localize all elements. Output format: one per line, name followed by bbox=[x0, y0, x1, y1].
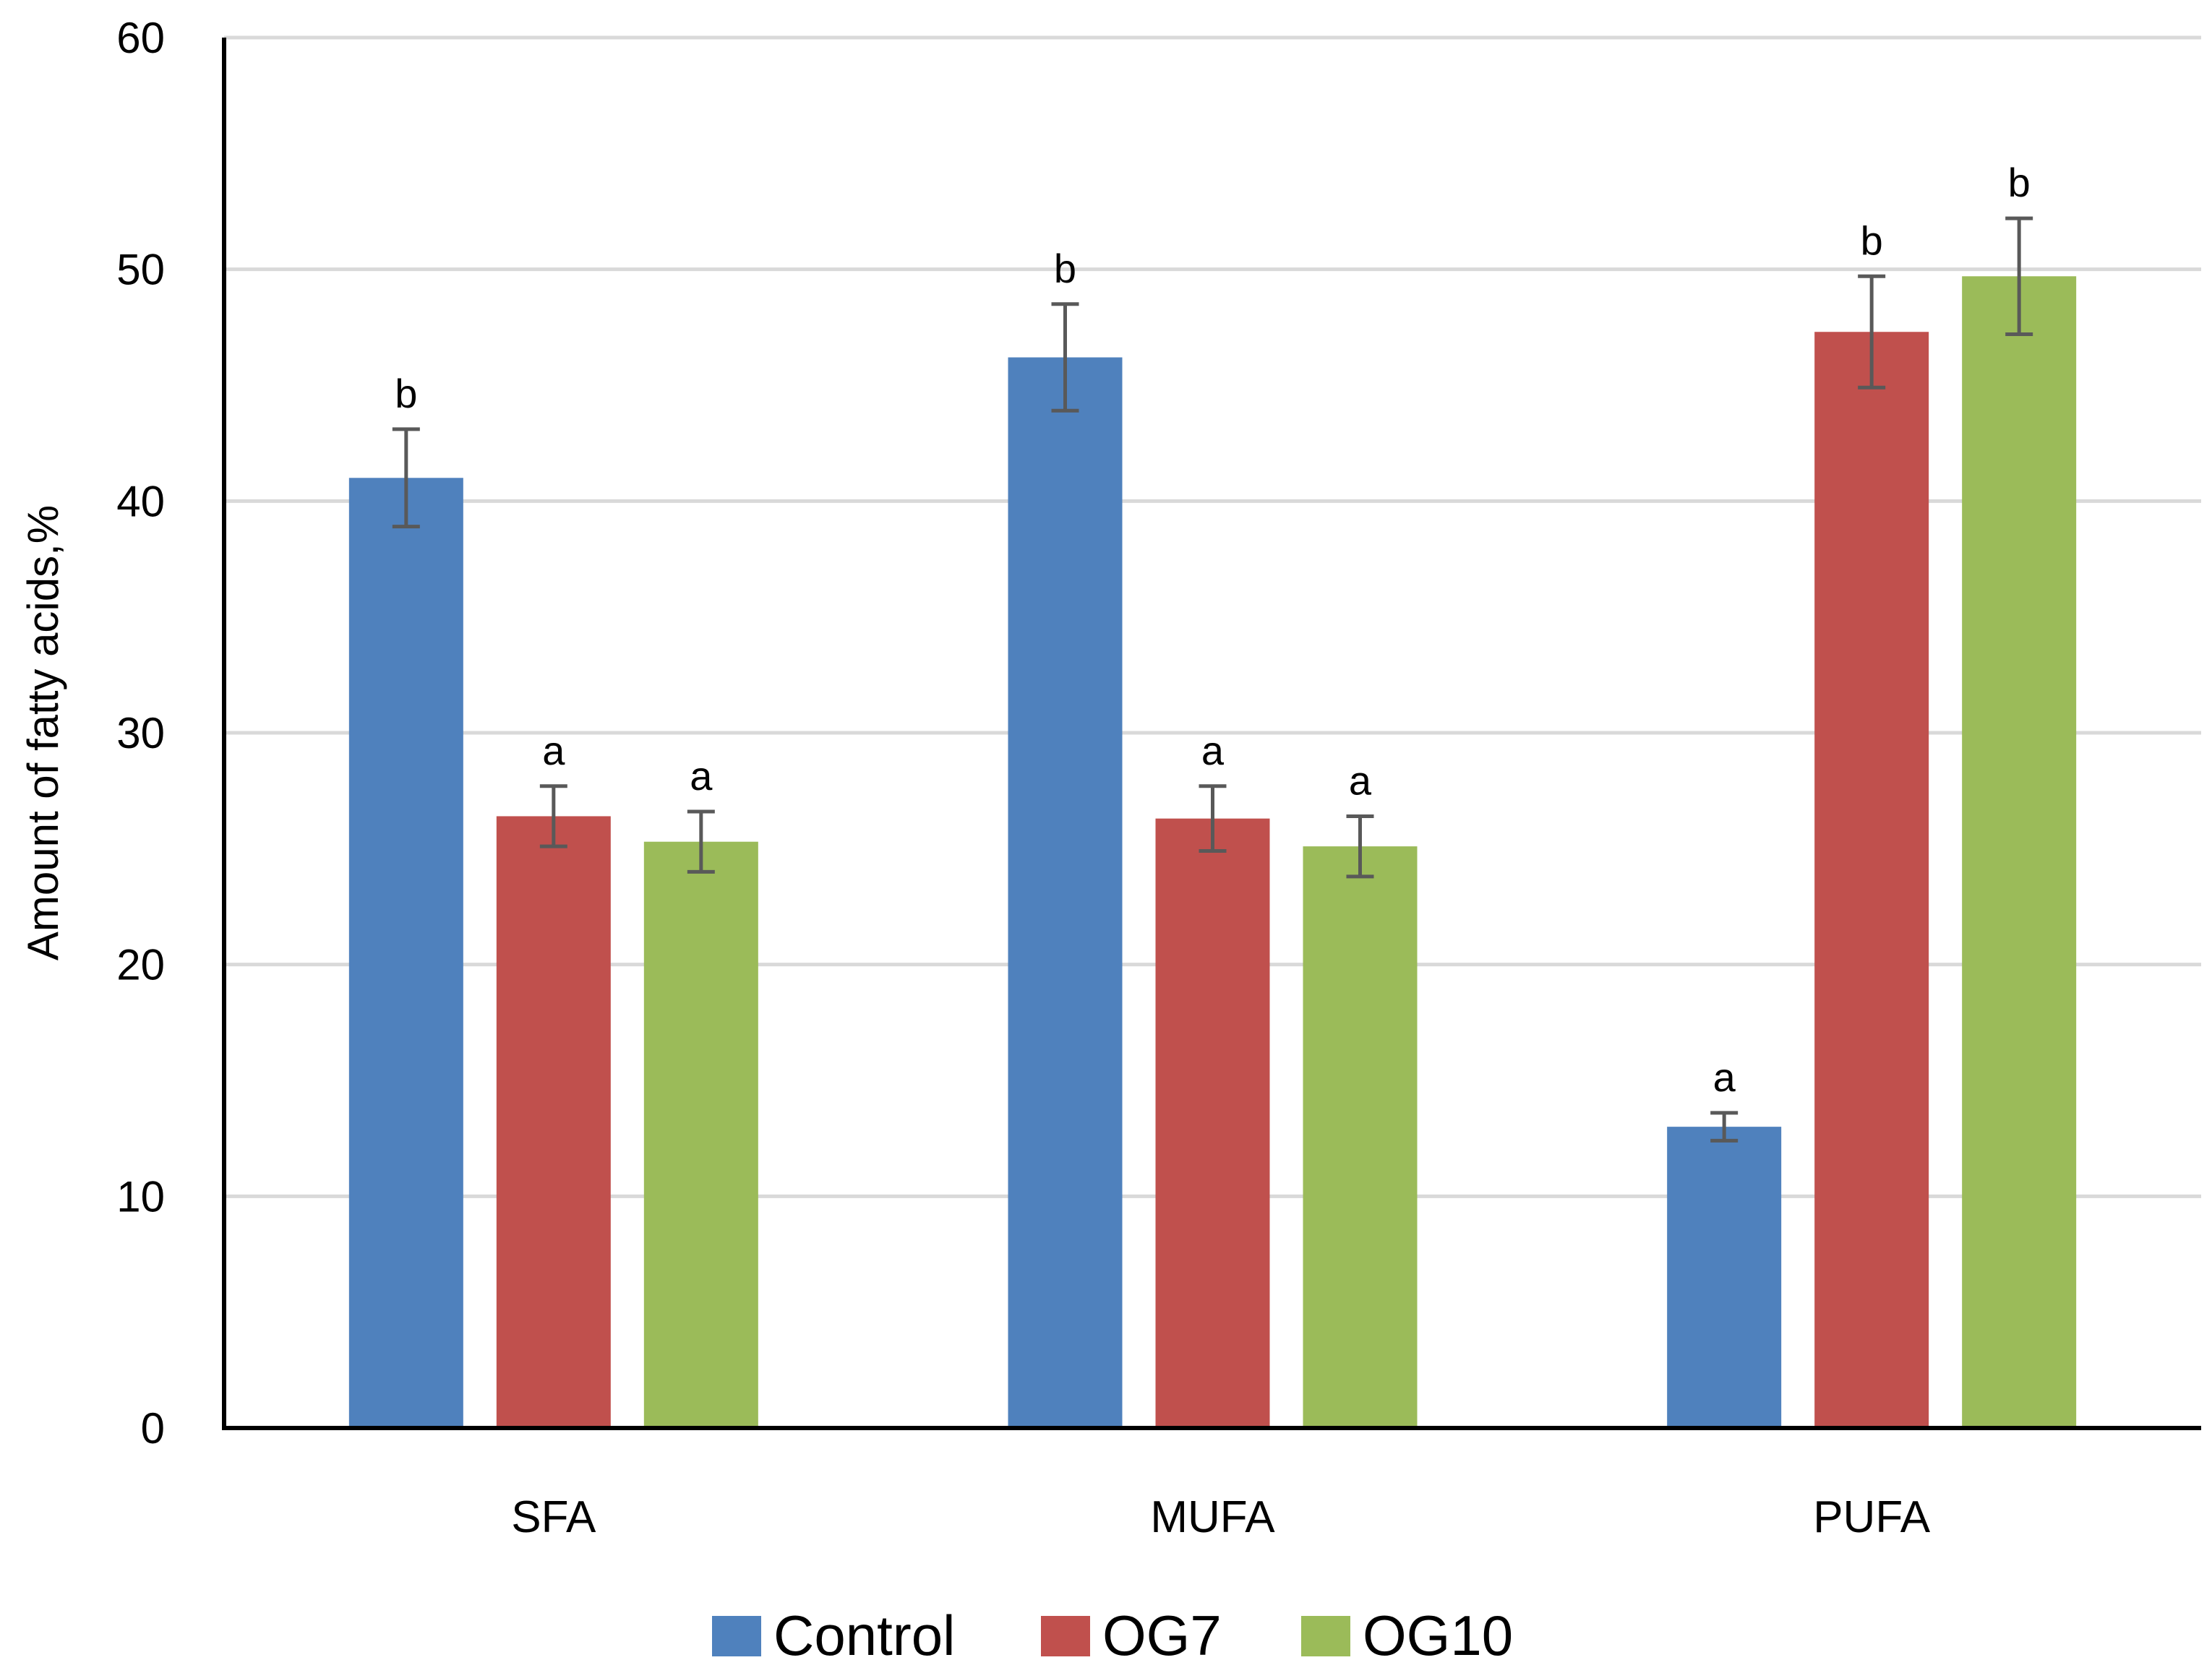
bar-og7-sfa bbox=[496, 816, 611, 1428]
legend-item-og7: OG7 bbox=[1041, 1604, 1222, 1660]
legend-label: Control bbox=[773, 1604, 955, 1656]
significance-label: a bbox=[1349, 757, 1372, 803]
bar-control-mufa bbox=[1008, 357, 1123, 1428]
x-category-labels: SFA MUFA PUFA bbox=[511, 1492, 1931, 1542]
significance-label: b bbox=[1054, 246, 1076, 291]
y-tick-label: 10 bbox=[116, 1172, 165, 1221]
bar-og10-mufa bbox=[1303, 846, 1418, 1428]
x-category-label: SFA bbox=[511, 1492, 596, 1542]
bar-control-pufa bbox=[1667, 1127, 1782, 1428]
axes bbox=[222, 38, 2201, 1430]
significance-label: a bbox=[1201, 728, 1225, 773]
significance-labels: b b a a a b a a b bbox=[395, 160, 2030, 1100]
y-axis-label: Amount of fatty acids,% bbox=[19, 505, 67, 960]
x-category-label: PUFA bbox=[1813, 1492, 1931, 1542]
bar-og7-mufa bbox=[1155, 818, 1270, 1428]
y-tick-label: 20 bbox=[116, 941, 165, 989]
significance-label: b bbox=[1861, 218, 1883, 263]
y-tick-labels: 0 10 20 30 40 50 60 bbox=[116, 14, 165, 1453]
significance-label: b bbox=[395, 371, 417, 416]
bar-og7-pufa bbox=[1814, 332, 1929, 1428]
significance-label: a bbox=[542, 728, 565, 773]
legend: Control OG7 OG10 bbox=[712, 1604, 1513, 1660]
y-tick-label: 40 bbox=[116, 477, 165, 525]
y-tick-label: 30 bbox=[116, 709, 165, 757]
significance-label: a bbox=[1713, 1054, 1736, 1100]
y-tick-label: 0 bbox=[141, 1404, 165, 1453]
legend-label: OG7 bbox=[1102, 1604, 1222, 1656]
bars bbox=[348, 276, 2077, 1429]
legend-item-og10: OG10 bbox=[1301, 1604, 1513, 1660]
bar-og10-sfa bbox=[643, 841, 758, 1428]
legend-swatch bbox=[712, 1616, 761, 1660]
legend-label: OG10 bbox=[1363, 1604, 1513, 1656]
y-tick-label: 50 bbox=[116, 246, 165, 294]
legend-item-control: Control bbox=[712, 1604, 955, 1660]
bar-control-sfa bbox=[348, 478, 463, 1429]
y-tick-label: 60 bbox=[116, 14, 165, 62]
legend-swatch bbox=[1041, 1616, 1090, 1660]
significance-label: a bbox=[690, 753, 713, 799]
x-category-label: MUFA bbox=[1150, 1492, 1275, 1542]
bar-og10-pufa bbox=[1962, 276, 2077, 1429]
error-bars bbox=[392, 216, 2033, 1143]
legend-swatch bbox=[1301, 1616, 1350, 1660]
significance-label: b bbox=[2008, 160, 2031, 205]
